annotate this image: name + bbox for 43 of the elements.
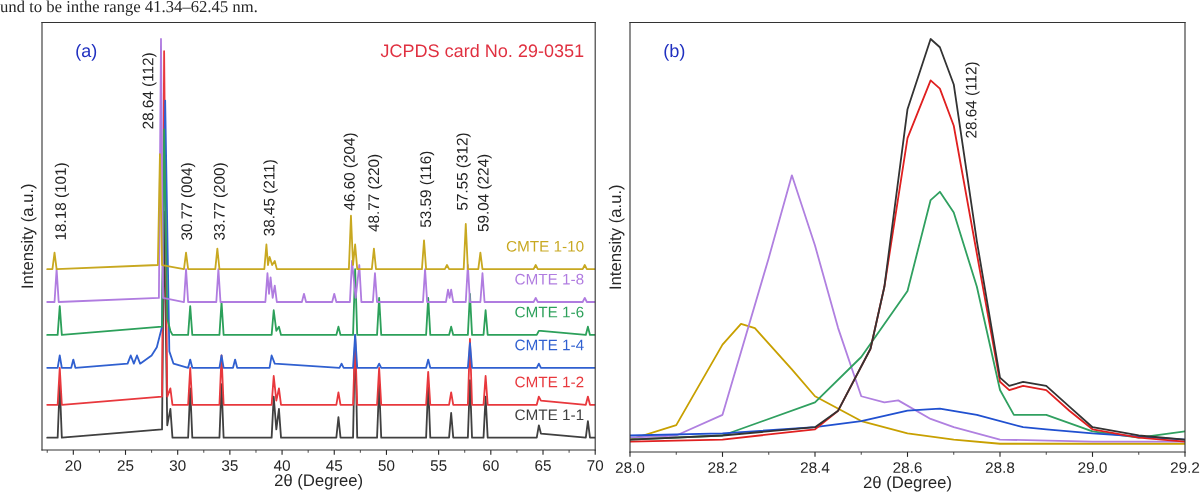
- x-tick-label: 29.2: [1170, 462, 1200, 473]
- annotation: 46.60 (204): [343, 133, 358, 211]
- x-tick-label: 60: [483, 460, 499, 471]
- annotation: 59.04 (224): [477, 154, 492, 232]
- annotation: 28.64 (112): [142, 53, 157, 129]
- text: und to be inthe range 41.34–62.45 nm.: [0, 0, 257, 16]
- annotation: 18.18 (101): [54, 163, 70, 240]
- series-label: CMTE 1-10: [506, 240, 584, 252]
- annotation: 38.45 (211): [263, 160, 278, 236]
- annotation: JCPDS card No. 29-0351: [380, 43, 584, 58]
- x-tick-label: 28.2: [708, 462, 737, 473]
- x-tick-label: 65: [535, 460, 551, 471]
- series-label: CMTE 1-8: [515, 273, 584, 285]
- y-axis-title: Intensity (a.u.): [20, 184, 37, 288]
- series-label: CMTE 1-4: [515, 339, 584, 351]
- x-tick-label: 50: [378, 460, 395, 471]
- y-axis-title: Intensity (a.u.): [608, 185, 625, 289]
- x-tick-label: 30: [169, 460, 186, 471]
- annotation: 33.77 (200): [213, 163, 228, 240]
- x-tick-label: 29.0: [1078, 462, 1107, 473]
- annotation: (b): [664, 43, 685, 61]
- x-tick-label: 28.8: [985, 462, 1015, 473]
- series-label: CMTE 1-1: [515, 409, 584, 421]
- x-tick-label: 28.4: [800, 462, 830, 473]
- annotation: (a): [76, 43, 97, 61]
- x-tick-label: 25: [117, 460, 134, 471]
- x-tick-label: 20: [65, 460, 82, 471]
- x-tick-label: 28.0: [615, 462, 645, 473]
- x-tick-label: 70: [587, 460, 604, 471]
- series-label: CMTE 1-2: [515, 376, 584, 388]
- annotation: 57.55 (312): [456, 133, 471, 210]
- series-label: CMTE 1-6: [515, 306, 584, 318]
- x-tick-label: 40: [273, 460, 290, 471]
- annotation: 48.77 (220): [367, 154, 383, 232]
- x-tick-label: 55: [430, 460, 447, 471]
- x-axis-title: 2θ (Degree): [863, 475, 951, 492]
- x-tick-label: 45: [326, 460, 343, 471]
- x-axis-title: 2θ (Degree): [274, 473, 363, 490]
- annotation: 53.59 (116): [419, 151, 435, 228]
- annotation: 28.64 (112): [965, 62, 980, 138]
- x-tick-label: 28.6: [893, 462, 922, 473]
- x-tick-label: 35: [221, 460, 238, 471]
- annotation: 30.77 (004): [180, 163, 196, 240]
